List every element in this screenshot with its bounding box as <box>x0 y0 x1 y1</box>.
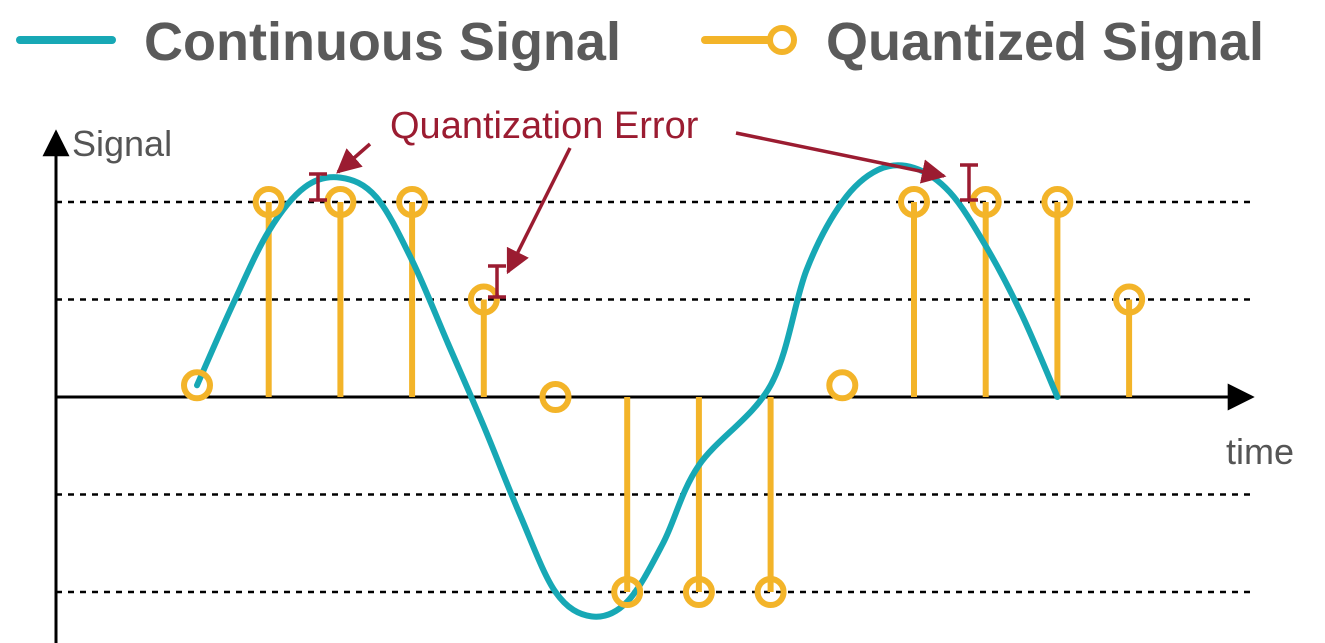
quantization-error-label: Quantization Error <box>390 105 699 147</box>
quantized-marker <box>898 186 930 218</box>
quantized-marker <box>611 576 644 608</box>
quantized-marker <box>1041 186 1074 218</box>
error-markers <box>309 163 978 299</box>
quantized-marker <box>682 576 715 608</box>
quantized-marker <box>969 186 1002 218</box>
quantized-marker <box>181 369 213 402</box>
error-pointer-2 <box>506 147 572 275</box>
quantized-marker <box>1113 283 1146 316</box>
quantized-marker <box>467 283 500 316</box>
legend-quantized-label: Quantized Signal <box>826 12 1264 72</box>
continuous-signal-curve <box>194 162 1061 620</box>
error-marker <box>309 172 327 202</box>
quantized-marker <box>324 186 357 218</box>
legend: Continuous Signal Quantized Signal <box>16 12 1264 72</box>
quantized-marker <box>826 369 859 402</box>
quantized-marker <box>396 186 429 218</box>
quantized-marker <box>539 381 572 413</box>
quantization-error-annotation: Quantization Error <box>309 105 978 299</box>
legend-quantized-marker <box>767 25 797 55</box>
x-axis-label: time <box>1226 431 1294 472</box>
error-pointer-1 <box>336 142 372 174</box>
quantized-markers <box>181 186 1146 608</box>
quantized-marker <box>252 186 285 218</box>
legend-continuous-label: Continuous Signal <box>144 12 621 72</box>
quantization-levels <box>56 200 1252 594</box>
error-pointer-3 <box>735 131 947 184</box>
error-marker <box>488 264 506 299</box>
quantized-stems <box>265 202 1133 592</box>
y-axis-label: Signal <box>72 123 172 164</box>
error-marker <box>960 163 978 202</box>
quantized-marker <box>754 576 787 608</box>
